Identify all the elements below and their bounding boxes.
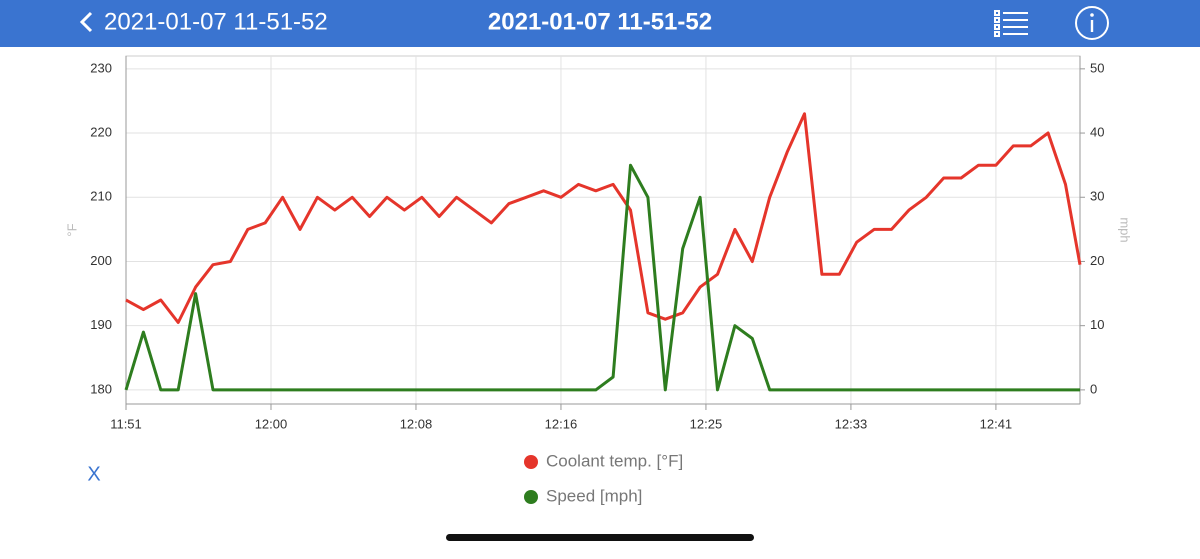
- y2-tick-label: 40: [1090, 124, 1104, 139]
- x-tick-label: 12:08: [400, 416, 433, 431]
- close-button[interactable]: X: [87, 463, 100, 485]
- y-tick-label: 210: [90, 189, 112, 204]
- series-line: [125, 112, 1082, 324]
- y2-tick-label: 20: [1090, 253, 1104, 268]
- home-indicator: [446, 534, 754, 541]
- y2-tick-label: 10: [1090, 317, 1104, 332]
- list-icon[interactable]: [994, 10, 1028, 37]
- y-axis-label: °F: [64, 223, 79, 236]
- y2-tick-label: 30: [1090, 189, 1104, 204]
- x-tick-label: 12:00: [255, 416, 288, 431]
- info-icon[interactable]: [1075, 6, 1109, 40]
- y2-tick-label: 50: [1090, 60, 1104, 75]
- x-tick-label: 11:51: [110, 416, 142, 431]
- series-line: [124, 163, 1080, 392]
- y-tick-label: 220: [90, 124, 112, 139]
- plot-frame: [125, 55, 1081, 405]
- x-tick-label: 12:25: [690, 416, 723, 431]
- y-tick-label: 200: [90, 253, 112, 268]
- y-tick-label: 230: [90, 60, 112, 75]
- y-tick-label: 180: [90, 381, 112, 396]
- x-tick-label: 12:33: [835, 416, 868, 431]
- nav-bar: [0, 0, 1200, 47]
- y2-tick-label: 0: [1090, 381, 1097, 396]
- x-tick-label: 12:41: [980, 416, 1013, 431]
- y2-axis-label: mph: [1118, 217, 1133, 242]
- legend-marker: [524, 490, 538, 504]
- y-tick-label: 190: [90, 317, 112, 332]
- legend-label: Speed [mph]: [546, 486, 642, 505]
- back-label[interactable]: 2021-01-07 11-51-52: [104, 8, 328, 35]
- legend-marker: [524, 455, 538, 469]
- nav-title: 2021-01-07 11-51-52: [488, 8, 712, 35]
- back-chevron[interactable]: [79, 11, 93, 33]
- legend-label: Coolant temp. [°F]: [546, 451, 683, 470]
- x-tick-label: 12:16: [545, 416, 578, 431]
